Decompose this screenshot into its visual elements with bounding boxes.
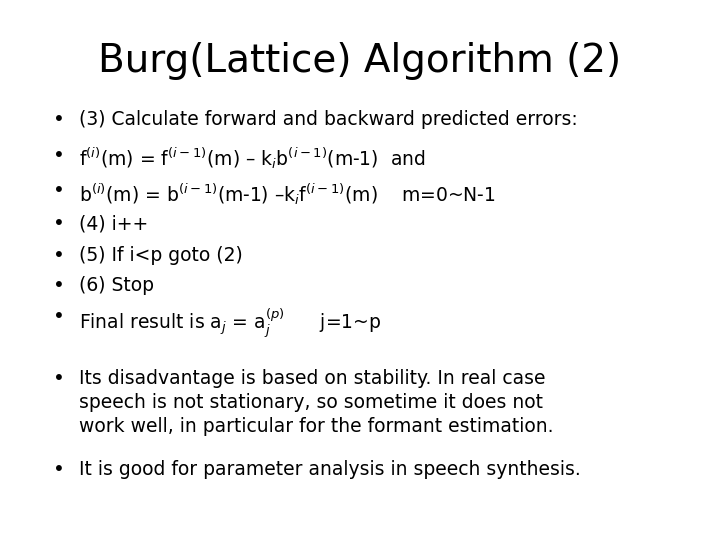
Text: Its disadvantage is based on stability. In real case
speech is not stationary, s: Its disadvantage is based on stability. … — [79, 369, 554, 436]
Text: •: • — [53, 307, 65, 326]
Text: b$^{(i)}$(m) = b$^{(i−1)}$(m-1) –k$_i$f$^{(i−1)}$(m)    m=0~N-1: b$^{(i)}$(m) = b$^{(i−1)}$(m-1) –k$_i$f$… — [79, 181, 496, 207]
Text: •: • — [53, 181, 65, 200]
Text: •: • — [53, 246, 65, 265]
Text: Final result is a$_j$ = a$_j^{(p)}$      j=1~p: Final result is a$_j$ = a$_j^{(p)}$ j=1~… — [79, 307, 382, 340]
Text: (4) i++: (4) i++ — [79, 214, 148, 233]
Text: (3) Calculate forward and backward predicted errors:: (3) Calculate forward and backward predi… — [79, 110, 578, 129]
Text: It is good for parameter analysis in speech synthesis.: It is good for parameter analysis in spe… — [79, 460, 581, 480]
Text: (5) If i<p goto (2): (5) If i<p goto (2) — [79, 246, 243, 265]
Text: Burg(Lattice) Algorithm (2): Burg(Lattice) Algorithm (2) — [99, 42, 621, 79]
Text: •: • — [53, 369, 65, 388]
Text: •: • — [53, 276, 65, 295]
Text: •: • — [53, 214, 65, 233]
Text: •: • — [53, 146, 65, 165]
Text: (6) Stop: (6) Stop — [79, 276, 154, 295]
Text: •: • — [53, 460, 65, 480]
Text: f$^{(i)}$(m) = f$^{(i−1)}$(m) – k$_i$b$^{(i−1)}$(m-1)  and: f$^{(i)}$(m) = f$^{(i−1)}$(m) – k$_i$b$^… — [79, 146, 426, 171]
Text: •: • — [53, 110, 65, 129]
